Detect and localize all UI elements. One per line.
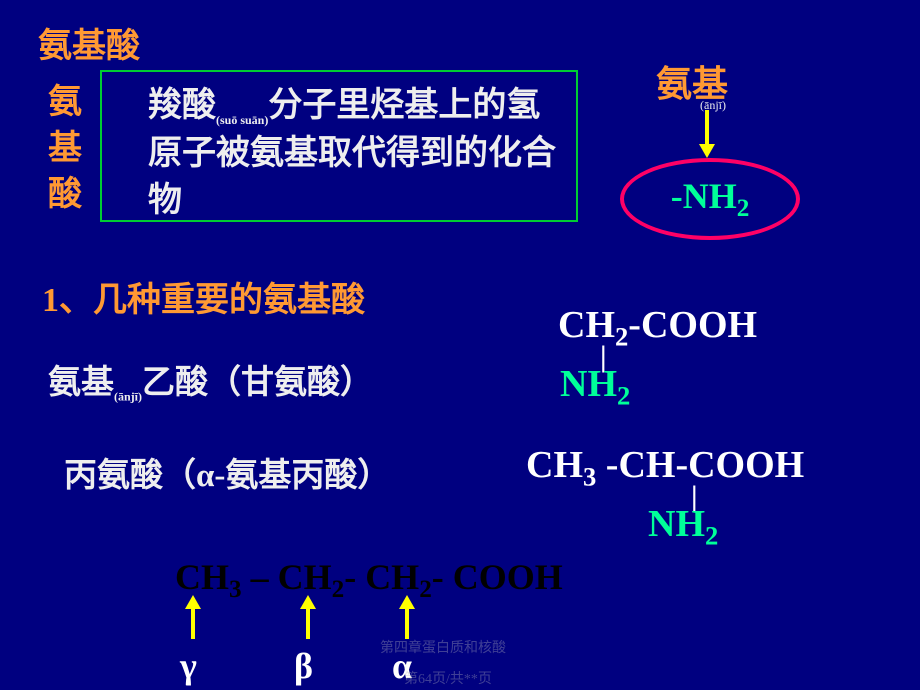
def-pinyin: (suō suān) [216,113,268,127]
nh2-formula: -NH2 [671,175,750,223]
footer-chapter: 第四章蛋白质和核酸 [380,637,506,657]
section-heading-1: 1、几种重要的氨基酸 [42,272,365,321]
amino-group-ellipse: -NH2 [620,158,800,240]
carbon-chain-formula: CH3 – CH2- CH2- COOH [175,556,563,604]
alanine-label: 丙氨酸（α-氨基丙酸） [64,448,390,496]
gamma-label: γ [180,645,197,687]
glycine-formula: CH2-COOH | NH2 [558,306,757,409]
amino-acid-vertical-label: 氨 基 酸 [48,80,82,218]
gamma-arrow-icon [184,595,202,639]
glycine-label: 氨基(ānjī)乙酸（甘氨酸） [48,355,373,405]
def-prefix: 羧酸 [148,87,216,124]
beta-arrow-icon [299,595,317,639]
page-title: 氨基酸 [38,18,140,67]
footer-page: 第64页/共**页 [404,668,492,688]
beta-label: β [294,645,313,687]
alpha-arrow-icon [398,595,416,639]
arrow-down-icon [697,110,717,158]
definition-box: 羧酸(suō suān)分子里烃基上的氢原子被氨基取代得到的化合物 [100,70,578,222]
alanine-formula: CH3 -CH-COOH | NH2 [526,446,804,549]
